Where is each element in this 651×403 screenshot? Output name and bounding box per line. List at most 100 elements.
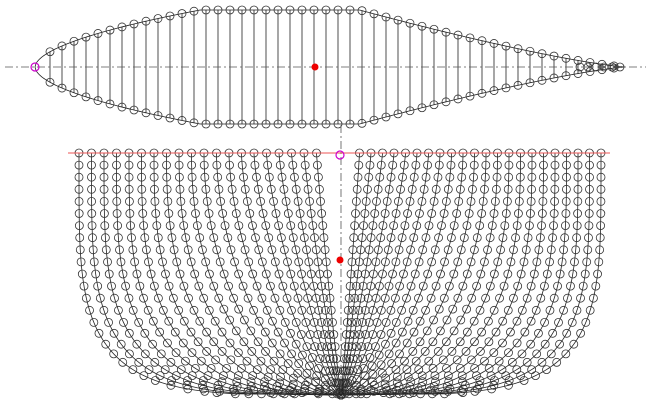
node <box>99 160 109 170</box>
node <box>216 196 226 206</box>
node <box>156 349 166 359</box>
node <box>277 172 287 182</box>
node <box>429 24 439 34</box>
node <box>501 83 511 93</box>
node <box>561 196 571 206</box>
node <box>561 71 571 81</box>
node <box>176 196 186 206</box>
node <box>153 111 163 120</box>
node <box>561 53 571 63</box>
node <box>441 97 451 107</box>
node <box>609 61 619 71</box>
node <box>406 281 416 291</box>
node <box>455 337 465 347</box>
node <box>225 338 235 348</box>
node <box>248 269 258 279</box>
node <box>447 347 457 356</box>
node <box>371 257 381 267</box>
node <box>69 36 79 46</box>
node <box>153 233 163 243</box>
node <box>433 172 443 182</box>
node <box>562 328 572 338</box>
node <box>339 354 349 364</box>
node <box>318 221 328 231</box>
node <box>583 245 593 255</box>
node <box>305 330 315 339</box>
node <box>89 317 99 327</box>
node <box>369 115 379 125</box>
node <box>515 172 525 182</box>
node <box>512 316 522 326</box>
node <box>490 196 500 206</box>
node <box>306 269 316 279</box>
node <box>101 339 111 349</box>
node <box>328 317 337 327</box>
node <box>296 330 306 339</box>
node <box>496 245 505 255</box>
node <box>585 172 594 182</box>
node <box>317 317 326 327</box>
node <box>516 269 526 279</box>
node <box>584 209 594 218</box>
node <box>124 160 134 170</box>
node <box>203 371 213 381</box>
node <box>446 160 456 170</box>
node <box>431 377 440 387</box>
node <box>593 269 602 279</box>
node <box>456 386 466 396</box>
node <box>429 196 439 206</box>
node <box>445 384 455 394</box>
node <box>503 269 513 279</box>
node <box>417 196 427 206</box>
node <box>99 305 109 315</box>
node <box>442 315 452 325</box>
node <box>198 384 208 394</box>
node <box>177 116 187 125</box>
node <box>400 356 409 366</box>
node <box>317 209 327 218</box>
node <box>359 221 368 231</box>
node <box>251 233 260 243</box>
node <box>213 119 223 129</box>
node <box>165 11 175 21</box>
node <box>329 354 339 364</box>
node <box>504 376 514 385</box>
node <box>453 257 463 267</box>
node <box>489 305 499 315</box>
node <box>597 59 607 69</box>
node <box>264 233 274 243</box>
node <box>291 339 301 349</box>
node <box>548 233 557 243</box>
node <box>171 371 181 381</box>
node <box>215 257 225 267</box>
node <box>388 269 397 279</box>
node <box>222 363 231 373</box>
center-point <box>311 63 319 71</box>
node <box>137 196 147 206</box>
node <box>550 160 560 170</box>
node <box>430 245 440 255</box>
node <box>444 377 454 387</box>
node <box>563 293 572 303</box>
node <box>424 221 434 231</box>
node <box>504 380 513 390</box>
node <box>519 376 529 385</box>
node <box>382 385 392 395</box>
node <box>538 184 548 194</box>
node <box>74 196 84 206</box>
node <box>230 257 239 267</box>
node <box>525 78 535 88</box>
node <box>149 172 159 182</box>
node <box>88 245 98 255</box>
node <box>325 293 335 303</box>
node <box>489 269 499 279</box>
node <box>434 233 443 243</box>
node <box>380 379 390 389</box>
node <box>434 160 444 170</box>
node <box>393 109 403 119</box>
node <box>204 305 214 315</box>
node <box>594 257 604 267</box>
node <box>74 172 84 182</box>
node <box>201 184 211 194</box>
node <box>202 196 212 206</box>
